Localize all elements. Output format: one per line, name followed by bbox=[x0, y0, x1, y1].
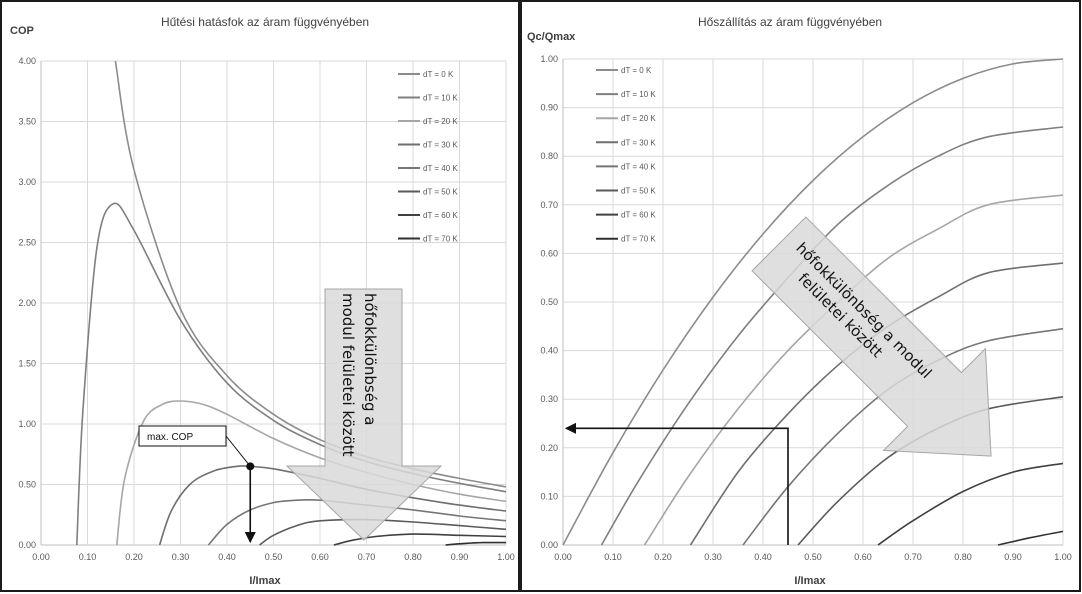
heat-transfer-legend-label: dT = 60 K bbox=[621, 211, 656, 220]
heat-transfer-y-tick-label: 1.00 bbox=[540, 54, 558, 64]
heat-transfer-y-tick-label: 0.70 bbox=[540, 200, 558, 210]
heat-transfer-y-tick-label: 0.30 bbox=[540, 394, 558, 404]
heat-transfer-chart-title: Hőszállítás az áram függvényében bbox=[698, 15, 882, 29]
readout-arrow bbox=[564, 422, 789, 545]
cop-legend-label: dT = 60 K bbox=[423, 211, 458, 220]
heat-transfer-legend-label: dT = 0 K bbox=[621, 66, 652, 75]
cop-legend-label: dT = 70 K bbox=[423, 235, 458, 244]
cop-x-tick-label: 0.50 bbox=[265, 552, 283, 562]
heat-transfer-chart: Hőszállítás az áram függvényében Qc/Qmax… bbox=[520, 0, 1081, 592]
cop-gridlines bbox=[40, 60, 507, 546]
heat-transfer-legend-label: dT = 20 K bbox=[621, 114, 656, 123]
heat-transfer-legend-label: dT = 10 K bbox=[621, 90, 656, 99]
heat-transfer-y-tick-label: 0.00 bbox=[540, 540, 558, 550]
heat-transfer-y-axis-label: Qc/Qmax bbox=[527, 31, 576, 43]
heat-transfer-x-tick-label: 0.20 bbox=[654, 552, 672, 562]
cop-series-line-7 bbox=[445, 541, 507, 546]
heat-transfer-legend: dT = 0 K dT = 10 K dT = 20 K dT = 30 K dT = … bbox=[596, 66, 656, 244]
heat-transfer-x-tick-label: 0.30 bbox=[704, 552, 722, 562]
cop-x-tick-label: 0.40 bbox=[218, 552, 236, 562]
cop-y-tick-labels: 0.00 0.50 1.00 1.50 2.00 2.50 3.00 3.50 4.00 bbox=[18, 56, 36, 550]
cop-legend-label: dT = 40 K bbox=[423, 164, 458, 173]
cop-x-tick-label: 0.80 bbox=[404, 552, 422, 562]
heat-transfer-x-tick-label: 0.10 bbox=[604, 552, 622, 562]
cop-legend-label: dT = 20 K bbox=[423, 117, 458, 126]
cop-x-tick-label: 0.70 bbox=[358, 552, 376, 562]
cop-x-tick-label: 1.00 bbox=[497, 552, 515, 562]
cop-legend-label: dT = 30 K bbox=[423, 141, 458, 150]
cop-series-line-3 bbox=[158, 465, 507, 546]
cop-direction-arrow bbox=[285, 288, 443, 541]
cop-legend: dT = 0 K dT = 10 K dT = 20 K dT = 30 K dT = … bbox=[398, 70, 458, 244]
cop-y-tick-label: 2.50 bbox=[18, 238, 36, 248]
heat-transfer-legend-label: dT = 50 K bbox=[621, 187, 656, 196]
heat-transfer-legend-label: dT = 40 K bbox=[621, 162, 656, 171]
cop-x-axis-label: I/Imax bbox=[249, 575, 281, 587]
cop-y-tick-label: 3.00 bbox=[18, 177, 36, 187]
cop-series-line-4 bbox=[207, 498, 507, 546]
cop-x-tick-labels: 0.00 0.10 0.20 0.30 0.40 0.50 0.60 0.70 0.80 0.90… bbox=[32, 552, 515, 562]
heat-transfer-legend-label: dT = 30 K bbox=[621, 138, 656, 147]
heat-transfer-x-tick-label: 0.40 bbox=[754, 552, 772, 562]
cop-legend-label: dT = 0 K bbox=[423, 70, 454, 79]
heat-transfer-y-tick-label: 0.50 bbox=[540, 297, 558, 307]
max-cop-callout-leader bbox=[225, 435, 251, 467]
cop-y-tick-label: 1.00 bbox=[18, 419, 36, 429]
cop-x-tick-label: 0.00 bbox=[32, 552, 50, 562]
heat-transfer-x-tick-label: 0.90 bbox=[1004, 552, 1022, 562]
heat-transfer-x-tick-labels: 0.00 0.10 0.20 0.30 0.40 0.50 0.60 0.70 0.80 0.90… bbox=[554, 552, 1072, 562]
heat-transfer-y-tick-label: 0.20 bbox=[540, 443, 558, 453]
heat-transfer-x-tick-label: 0.70 bbox=[904, 552, 922, 562]
heat-transfer-y-tick-labels: 0.00 0.10 0.20 0.30 0.40 0.50 0.60 0.70 0.80 0.90… bbox=[540, 54, 558, 550]
heat-transfer-x-tick-label: 1.00 bbox=[1054, 552, 1072, 562]
heat-transfer-y-tick-label: 0.40 bbox=[540, 346, 558, 356]
cop-arrow-text-line2: modul felületei között bbox=[339, 293, 357, 457]
cop-x-tick-label: 0.10 bbox=[79, 552, 97, 562]
cop-y-axis-label: COP bbox=[10, 25, 34, 37]
cop-chart-title: Hűtési hatásfok az áram függvényében bbox=[161, 15, 369, 29]
heat-transfer-series-line-7 bbox=[997, 530, 1064, 546]
cop-x-tick-label: 0.20 bbox=[125, 552, 143, 562]
cop-x-tick-label: 0.30 bbox=[172, 552, 190, 562]
heat-transfer-x-tick-label: 0.50 bbox=[804, 552, 822, 562]
heat-transfer-x-tick-label: 0.60 bbox=[854, 552, 872, 562]
cop-x-tick-label: 0.60 bbox=[311, 552, 329, 562]
cop-series-line-6 bbox=[333, 533, 507, 546]
cop-legend-label: dT = 10 K bbox=[423, 94, 458, 103]
cop-y-tick-label: 0.00 bbox=[18, 540, 36, 550]
heat-transfer-y-tick-label: 0.80 bbox=[540, 151, 558, 161]
heat-transfer-legend-label: dT = 70 K bbox=[621, 235, 656, 244]
cop-y-tick-label: 4.00 bbox=[18, 56, 36, 66]
heat-transfer-x-tick-label: 0.00 bbox=[554, 552, 572, 562]
cop-series-line-5 bbox=[259, 518, 507, 546]
cop-y-tick-label: 1.50 bbox=[18, 359, 36, 369]
heat-transfer-x-axis-label: I/Imax bbox=[794, 575, 826, 587]
heat-transfer-gridlines bbox=[562, 58, 1064, 546]
cop-y-tick-label: 3.50 bbox=[18, 117, 36, 127]
cop-chart: Hűtési hatásfok az áram függvényében COP… bbox=[0, 0, 520, 592]
heat-transfer-series-line-6 bbox=[877, 462, 1064, 546]
cop-arrow-text-line1: hőfokkülönbség a bbox=[361, 293, 379, 425]
heat-transfer-y-tick-label: 0.90 bbox=[540, 103, 558, 113]
cop-y-tick-label: 2.00 bbox=[18, 298, 36, 308]
heat-transfer-y-tick-label: 0.10 bbox=[540, 491, 558, 501]
heat-transfer-series-line-0 bbox=[562, 58, 1064, 546]
cop-x-tick-label: 0.90 bbox=[451, 552, 469, 562]
heat-transfer-y-tick-label: 0.60 bbox=[540, 248, 558, 258]
max-cop-callout-label: max. COP bbox=[147, 432, 193, 443]
cop-y-tick-label: 0.50 bbox=[18, 480, 36, 490]
cop-legend-label: dT = 50 K bbox=[423, 188, 458, 197]
heat-transfer-x-tick-label: 0.80 bbox=[954, 552, 972, 562]
